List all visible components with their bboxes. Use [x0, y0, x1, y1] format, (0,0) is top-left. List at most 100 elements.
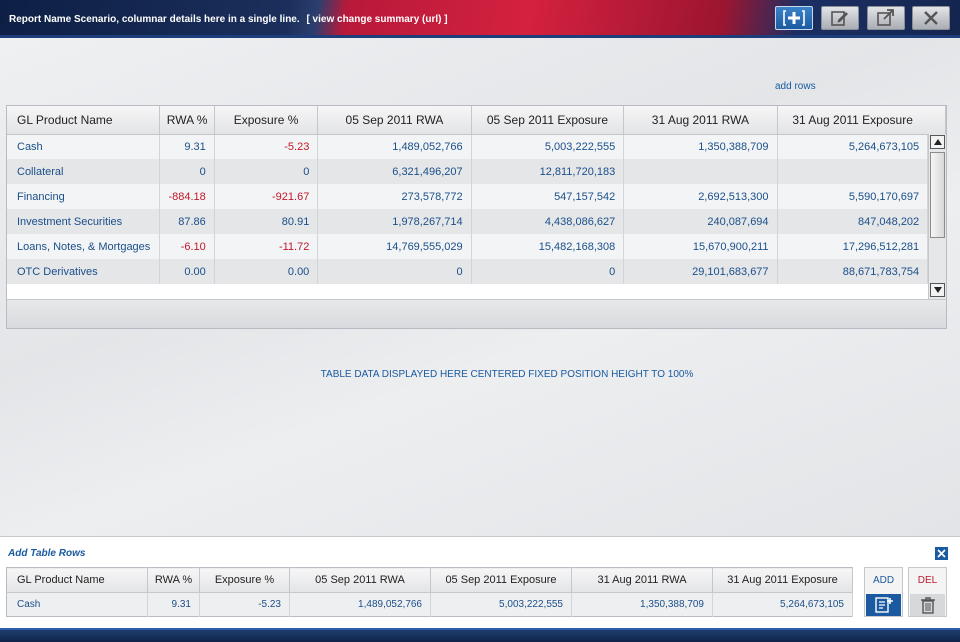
add-row-button[interactable]: ADD [864, 567, 903, 617]
value-cell: 5,590,170,697 [777, 184, 929, 209]
bottom-bar [0, 628, 960, 642]
add-column-header: 31 Aug 2011 Exposure [712, 567, 853, 593]
value-cell: 4,438,086,627 [471, 209, 625, 234]
value-cell: 12,811,720,183 [471, 159, 625, 184]
trash-icon [920, 597, 935, 614]
scroll-up-button[interactable] [930, 135, 945, 149]
column-header[interactable]: 05 Sep 2011 RWA [317, 106, 472, 135]
table-row[interactable]: Cash 9.31 -5.23 1,489,052,766 5,003,222,555 1… [7, 134, 946, 159]
delete-row-icon-box [910, 594, 945, 616]
column-header[interactable]: RWA % [159, 106, 215, 135]
column-header[interactable]: 31 Aug 2011 Exposure [777, 106, 928, 135]
close-icon [924, 11, 938, 25]
value-cell: 14,769,555,029 [317, 234, 472, 259]
add-header-row: GL Product Name RWA % Exposure % 05 Sep 201… [6, 567, 853, 593]
panel-close-button[interactable] [935, 547, 948, 560]
popout-icon [877, 9, 894, 26]
add-column-header: RWA % [147, 567, 200, 593]
add-box-button[interactable] [775, 6, 813, 30]
table-row[interactable]: OTC Derivatives 0.00 0.00 0 0 29,101,683,677 8… [7, 259, 946, 284]
value-cell: 1,489,052,766 [317, 134, 472, 159]
report-title: Report Name Scenario, columnar details h… [9, 14, 448, 25]
scroll-thumb[interactable] [930, 152, 945, 238]
popout-button[interactable] [867, 6, 905, 30]
value-cell: 1,978,267,714 [317, 209, 472, 234]
product-name-cell: Financing [7, 184, 161, 209]
product-name-cell: OTC Derivatives [7, 259, 161, 284]
data-table: GL Product Name RWA % Exposure % 05 Sep 201… [7, 106, 946, 284]
add-column-header: Exposure % [199, 567, 290, 593]
column-header[interactable]: GL Product Name [7, 106, 161, 135]
table-placeholder-message: TABLE DATA DISPLAYED HERE CENTERED FIXED… [320, 369, 694, 380]
add-column-header: 31 Aug 2011 RWA [571, 567, 713, 593]
value-cell: 2,692,513,300 [623, 184, 778, 209]
value-cell: 847,048,202 [777, 209, 929, 234]
add-value-cell[interactable]: 5,003,222,555 [430, 592, 572, 617]
add-value-cell[interactable]: 1,489,052,766 [289, 592, 431, 617]
column-header[interactable]: Exposure % [214, 106, 319, 135]
delete-row-button[interactable]: DEL [908, 567, 947, 617]
add-row[interactable]: Cash 9.31 -5.23 1,489,052,766 5,003,222,555 1… [6, 592, 853, 617]
value-cell: -884.18 [159, 184, 215, 209]
close-icon [937, 549, 946, 558]
add-value-cell[interactable]: 5,264,673,105 [712, 592, 853, 617]
value-cell: 0 [159, 159, 215, 184]
value-cell: 87.86 [159, 209, 215, 234]
value-cell: 0 [471, 259, 625, 284]
add-column-header: GL Product Name [6, 567, 148, 593]
value-cell: -5.23 [214, 134, 319, 159]
table-row[interactable]: Investment Securities 87.86 80.91 1,978,267… [7, 209, 946, 234]
table-row[interactable]: Financing -884.18 -921.67 273,578,772 547,15… [7, 184, 946, 209]
value-cell: 6,321,496,207 [317, 159, 472, 184]
arrow-down-icon [933, 287, 942, 293]
column-header[interactable]: 31 Aug 2011 RWA [623, 106, 778, 135]
product-name-cell: Loans, Notes, & Mortgages [7, 234, 161, 259]
window-header: Report Name Scenario, columnar details h… [0, 0, 960, 38]
add-row-icon-box [866, 594, 901, 616]
add-box-icon [783, 10, 805, 26]
arrow-up-icon [933, 139, 942, 145]
table-row[interactable]: Loans, Notes, & Mortgages -6.10 -11.72 14,7… [7, 234, 946, 259]
column-header[interactable]: 05 Sep 2011 Exposure [471, 106, 625, 135]
product-name-cell: Collateral [7, 159, 161, 184]
add-value-cell[interactable]: -5.23 [199, 592, 290, 617]
value-cell: 15,670,900,211 [623, 234, 778, 259]
product-name-cell: Investment Securities [7, 209, 161, 234]
edit-button[interactable] [821, 6, 859, 30]
add-document-icon [874, 597, 893, 613]
value-cell: 17,296,512,281 [777, 234, 929, 259]
add-product-name-cell[interactable]: Cash [6, 592, 148, 617]
value-cell: 0 [317, 259, 472, 284]
close-button[interactable] [912, 6, 950, 30]
value-cell: 88,671,783,754 [777, 259, 929, 284]
vertical-scrollbar[interactable] [928, 134, 946, 299]
table-row[interactable]: Collateral 0 0 6,321,496,207 12,811,720,183 [7, 159, 946, 184]
panel-title: Add Table Rows [8, 548, 86, 559]
value-cell: -11.72 [214, 234, 319, 259]
add-value-cell[interactable]: 9.31 [147, 592, 200, 617]
view-change-summary-link[interactable]: [ view change summary (url) ] [306, 14, 448, 25]
add-column-header: 05 Sep 2011 Exposure [430, 567, 572, 593]
value-cell: 5,264,673,105 [777, 134, 929, 159]
value-cell: 9.31 [159, 134, 215, 159]
add-column-header: 05 Sep 2011 RWA [289, 567, 431, 593]
add-rows-link[interactable]: add rows [775, 81, 816, 92]
add-value-cell[interactable]: 1,350,388,709 [571, 592, 713, 617]
value-cell: 547,157,542 [471, 184, 625, 209]
main-area: add rows GL Product Name RWA % Exposure % 0… [0, 38, 960, 536]
report-title-text: Report Name Scenario, columnar details h… [9, 14, 300, 25]
edit-icon [831, 11, 848, 26]
grid-footer [7, 299, 946, 328]
value-cell: 29,101,683,677 [623, 259, 778, 284]
data-grid: GL Product Name RWA % Exposure % 05 Sep 201… [6, 105, 947, 329]
product-name-cell: Cash [7, 134, 161, 159]
scroll-down-button[interactable] [930, 283, 945, 297]
value-cell: 240,087,694 [623, 209, 778, 234]
add-table-rows-panel: Add Table Rows GL Product Name RWA % Expos… [0, 536, 960, 628]
add-row-table: GL Product Name RWA % Exposure % 05 Sep 201… [6, 567, 853, 617]
value-cell: 273,578,772 [317, 184, 472, 209]
value-cell: 15,482,168,308 [471, 234, 625, 259]
value-cell [623, 159, 778, 184]
value-cell: 0 [214, 159, 319, 184]
add-label: ADD [872, 575, 895, 586]
